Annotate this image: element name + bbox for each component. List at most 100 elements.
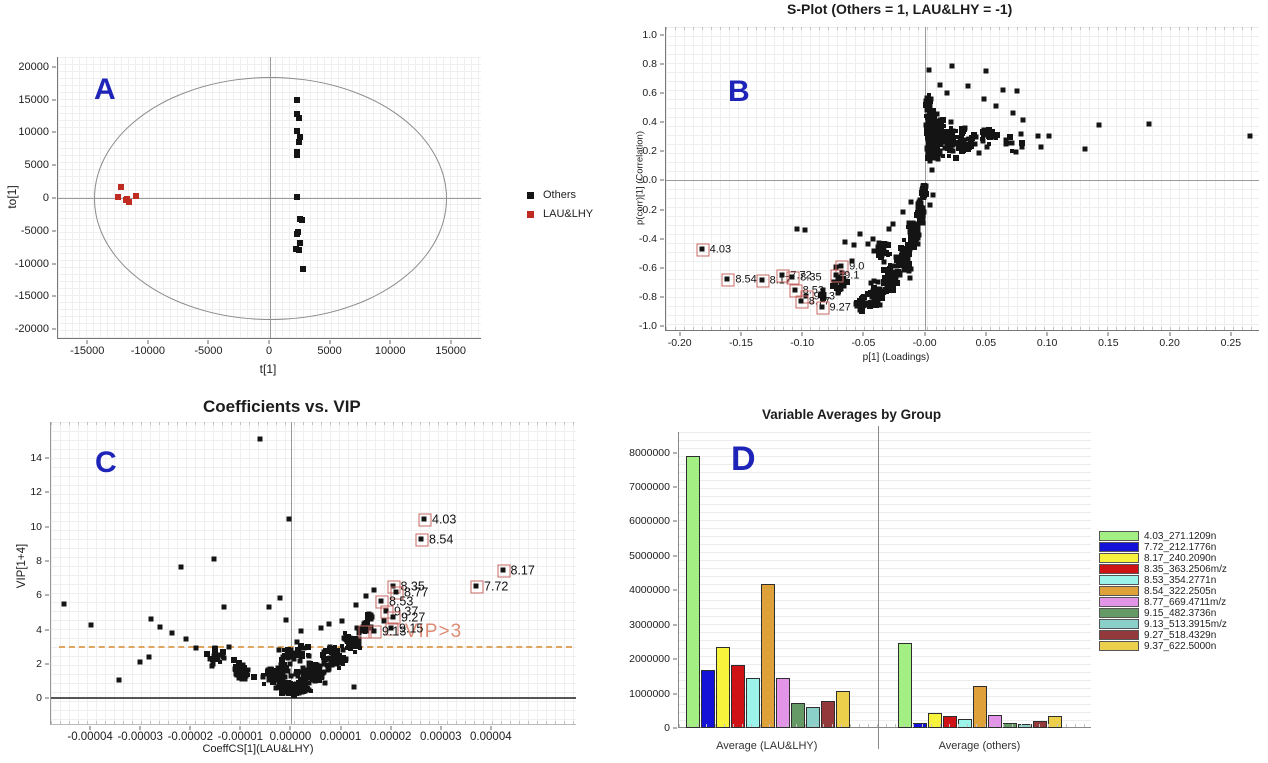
y-tick-mark <box>45 594 49 596</box>
bar <box>700 670 715 728</box>
y-tick-label: -5000 <box>20 224 49 237</box>
data-point <box>297 658 303 664</box>
data-point <box>281 653 286 658</box>
data-point <box>306 652 311 657</box>
data-point <box>881 279 888 286</box>
y-tick-mark <box>673 624 677 626</box>
x-tick-mark <box>390 726 392 730</box>
data-point <box>345 645 350 650</box>
data-point <box>1013 149 1019 155</box>
y-tick-mark <box>52 99 56 101</box>
x-tick-mark <box>189 726 191 730</box>
data-point <box>907 229 913 235</box>
point-label: 7.72 <box>484 579 509 594</box>
data-point <box>934 143 940 149</box>
data-point <box>919 210 924 215</box>
data-point <box>942 145 948 151</box>
data-point <box>926 67 932 73</box>
data-point <box>854 303 860 309</box>
data-point <box>962 127 967 132</box>
data-point <box>314 662 320 668</box>
y-tick-label: 0.4 <box>642 116 657 129</box>
legend-label: Others <box>543 189 577 201</box>
data-point <box>231 657 238 664</box>
data-point <box>948 119 954 125</box>
point-label: 8.53 <box>389 593 414 608</box>
data-point <box>353 636 358 641</box>
data-point <box>931 141 936 146</box>
data-point <box>340 643 345 648</box>
data-point <box>915 224 921 230</box>
data-point <box>947 153 952 158</box>
data-point <box>915 241 921 247</box>
x-tick-mark <box>147 340 149 344</box>
data-point <box>293 231 300 238</box>
data-point <box>137 659 143 665</box>
x-tick-label: 15000 <box>435 345 466 357</box>
data-point <box>356 636 362 642</box>
data-point <box>891 263 897 269</box>
data-point <box>274 685 279 690</box>
data-point <box>821 297 826 302</box>
data-point <box>929 151 936 158</box>
data-point <box>899 250 905 256</box>
data-point <box>933 126 939 132</box>
data-point <box>322 680 328 686</box>
data-point <box>304 668 309 673</box>
x-tick-mark <box>389 340 391 344</box>
y-tick-mark <box>45 457 49 459</box>
data-point <box>920 185 927 192</box>
data-point <box>872 301 879 308</box>
data-point <box>925 123 930 128</box>
bar <box>943 716 958 728</box>
data-point <box>900 209 906 215</box>
panel-letter-b: B <box>728 75 750 108</box>
legend-swatch <box>1099 531 1139 541</box>
data-point <box>332 650 338 656</box>
x-tick-mark <box>289 726 291 730</box>
legend-swatch <box>1099 586 1139 596</box>
data-point <box>221 655 226 661</box>
point-label: 9.13 <box>382 623 407 638</box>
data-point <box>887 262 892 267</box>
legend-label: 8.77_669.4711m/z <box>1144 596 1227 608</box>
legend-label: 9.13_513.3915m/z <box>1144 618 1227 630</box>
data-point <box>293 148 300 155</box>
data-point <box>934 111 940 117</box>
point-label: 8.35 <box>400 579 425 594</box>
y-tick-label: 20000 <box>18 60 49 73</box>
x-tick-mark <box>679 332 681 336</box>
data-point <box>835 290 841 296</box>
data-point <box>327 644 333 650</box>
legend-swatch <box>1099 608 1139 618</box>
data-point <box>882 287 889 294</box>
data-point <box>276 647 282 653</box>
point-label: 8.54 <box>735 273 757 286</box>
data-point <box>124 196 131 203</box>
data-point <box>986 126 993 133</box>
data-point <box>296 648 302 654</box>
data-point <box>273 674 278 679</box>
data-point <box>820 290 826 296</box>
data-point <box>342 656 349 663</box>
data-point <box>317 663 323 669</box>
y-tick-label: 0.2 <box>642 145 657 158</box>
data-point <box>980 129 987 136</box>
y-tick-label: -0.0 <box>638 174 657 187</box>
x-tick-mark <box>801 332 803 336</box>
data-point <box>326 666 332 672</box>
legend-item: 8.54_322.2505n <box>1099 586 1227 597</box>
legend-item: 9.15_482.3736n <box>1099 608 1227 619</box>
data-point <box>282 674 288 680</box>
data-point <box>880 266 887 273</box>
zero-line-horizontal <box>58 197 481 199</box>
y-tick-mark <box>660 209 664 211</box>
data-point <box>859 307 865 313</box>
data-point <box>298 644 303 649</box>
data-point <box>1035 133 1041 139</box>
data-point <box>319 651 326 658</box>
data-point <box>876 240 882 246</box>
data-point <box>218 660 223 665</box>
data-point <box>294 152 301 159</box>
legend-item: 9.27_518.4329n <box>1099 630 1227 641</box>
